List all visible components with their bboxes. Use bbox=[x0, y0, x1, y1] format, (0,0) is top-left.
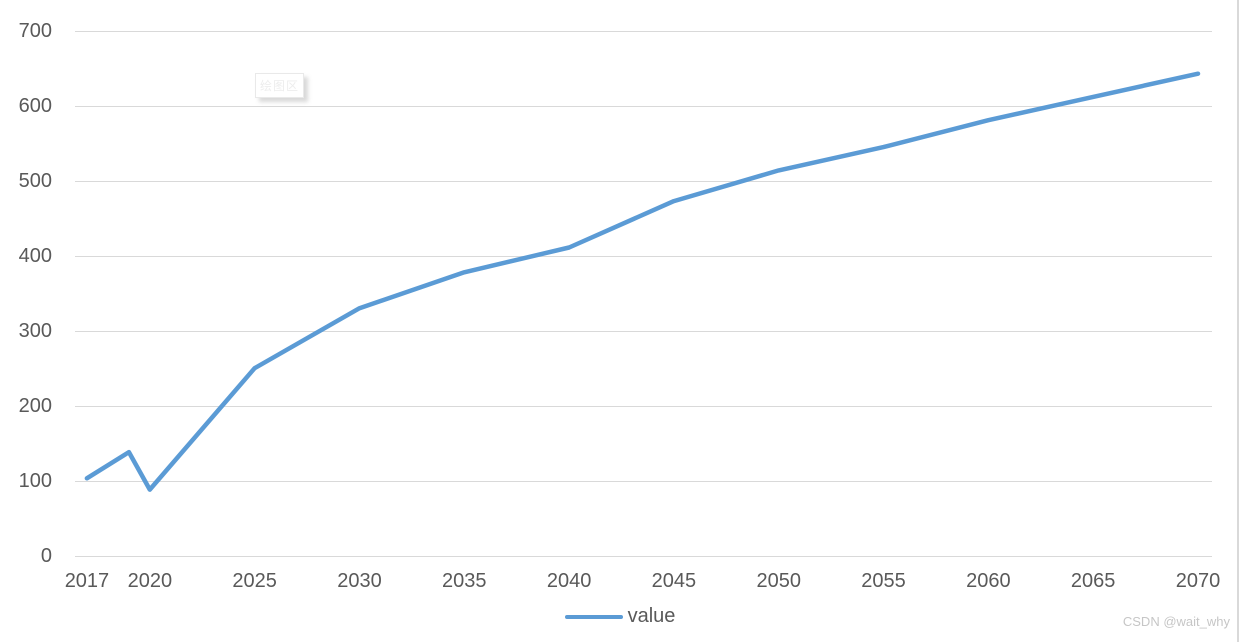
x-axis-tick-label: 2017 bbox=[64, 570, 110, 592]
y-axis-tick-label: 200 bbox=[18, 394, 52, 417]
x-axis-tick-label: 2045 bbox=[651, 570, 697, 592]
y-axis-tick-label: 700 bbox=[18, 20, 52, 42]
y-axis-tick-label: 100 bbox=[18, 469, 52, 492]
x-axis-tick-label: 2060 bbox=[966, 570, 1011, 592]
x-axis-tick-label: 2050 bbox=[756, 570, 801, 592]
x-axis-tick-label: 2030 bbox=[337, 570, 382, 592]
x-axis-tick-label: 2070 bbox=[1175, 570, 1221, 592]
y-axis-tick-label: 600 bbox=[18, 94, 52, 117]
legend: value bbox=[0, 605, 1240, 628]
x-axis-tick-label: 2055 bbox=[861, 570, 906, 592]
plot-area-tooltip: 绘图区 bbox=[255, 73, 304, 98]
x-axis-tick-label: 2065 bbox=[1070, 570, 1116, 592]
x-axis-tick-label: 2040 bbox=[546, 570, 592, 592]
watermark: CSDN @wait_why bbox=[1122, 614, 1230, 629]
y-axis-tick-label: 400 bbox=[18, 244, 52, 267]
x-axis-tick-label: 2025 bbox=[232, 570, 277, 592]
y-axis-tick-label: 0 bbox=[40, 544, 52, 567]
legend-line-swatch bbox=[564, 614, 623, 619]
window-right-border bbox=[1237, 0, 1239, 642]
y-axis-tick-label: 300 bbox=[18, 319, 52, 342]
x-axis-tick-label: 2035 bbox=[442, 570, 487, 592]
series-line-value bbox=[84, 71, 1201, 492]
legend-label: value bbox=[627, 605, 676, 627]
y-axis-tick-label: 500 bbox=[18, 169, 52, 192]
plot-area-tooltip-label: 绘图区 bbox=[259, 79, 299, 93]
x-axis-tick-label: 2020 bbox=[127, 570, 173, 592]
